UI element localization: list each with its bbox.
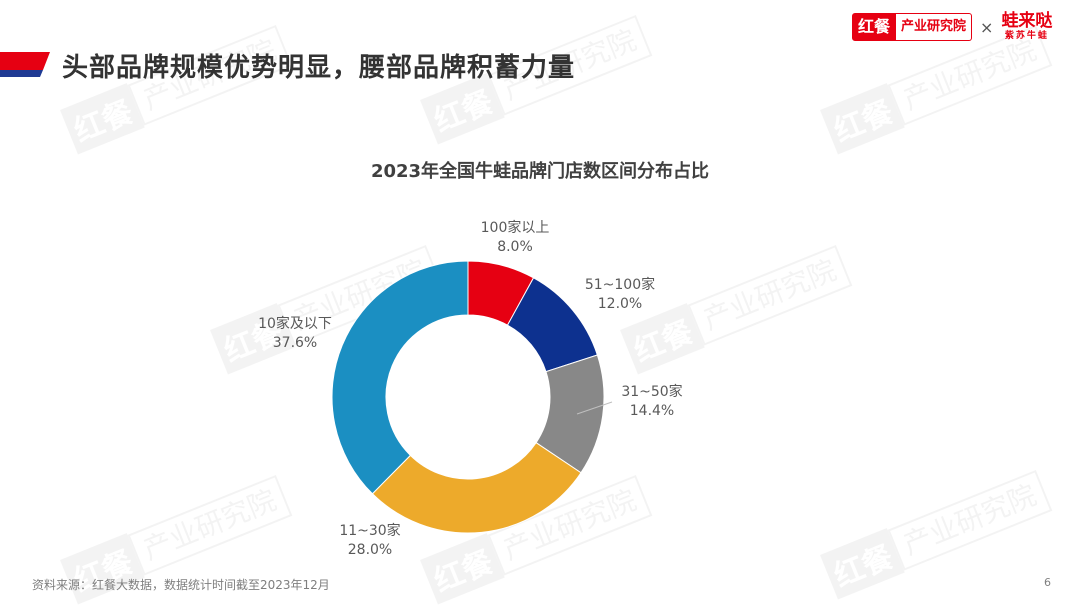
label-10-below: 10家及以下 37.6%	[258, 316, 332, 351]
leader-line	[576, 401, 613, 415]
brand-logo: 蛙来哒 紫苏牛蛙	[1001, 11, 1053, 41]
label-11-30: 11~30家 28.0%	[339, 523, 401, 558]
donut-segment	[371, 441, 582, 534]
label-31-50: 31~50家 14.4%	[621, 384, 683, 419]
times-icon: ×	[980, 17, 994, 37]
logo: 红餐 产业研究院 × 蛙来哒 紫苏牛蛙	[852, 13, 1052, 41]
page-title: 头部品牌规模优势明显，腰部品牌积蓄力量	[62, 53, 576, 83]
page-number: 6	[1044, 576, 1051, 589]
label-51-100: 51~100家 12.0%	[584, 277, 656, 312]
title-accent-bar	[0, 52, 50, 77]
label-100-plus: 100家以上 8.0%	[480, 220, 550, 255]
hongcan-logo-mark: 红餐	[852, 13, 897, 41]
donut-segment	[331, 260, 469, 495]
source-note: 资料来源：红餐大数据，数据统计时间截至2023年12月	[32, 578, 330, 592]
institute-label: 产业研究院	[896, 13, 973, 41]
chart-title: 2023年全国牛蛙品牌门店数区间分布占比	[370, 161, 710, 182]
